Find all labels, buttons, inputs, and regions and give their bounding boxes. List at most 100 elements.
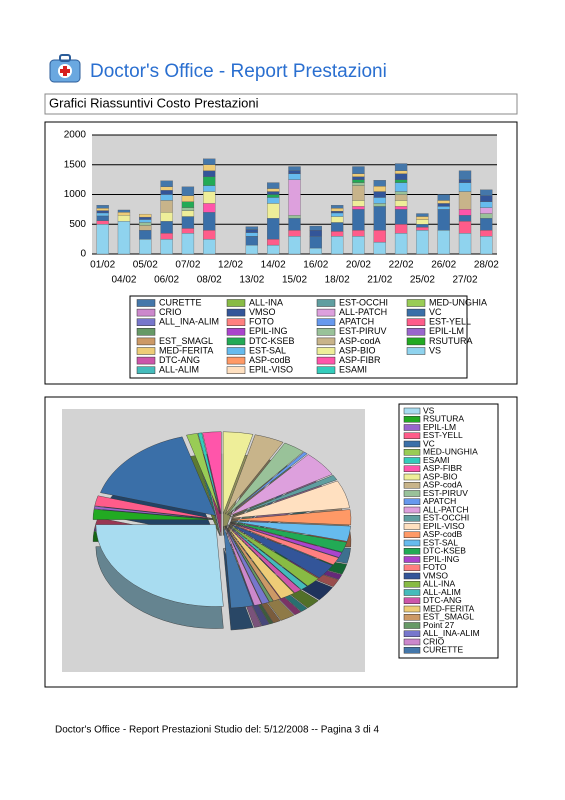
bar-segment (203, 158, 216, 165)
bar-segment (352, 230, 365, 237)
pie-slice (92, 509, 214, 520)
x-tick-label: 22/02 (389, 260, 414, 271)
bar-segment (160, 238, 173, 255)
bar-segment (416, 216, 429, 220)
bar-segment (394, 200, 408, 207)
legend-label: ALL-INA (423, 579, 455, 589)
legend-swatch (316, 366, 336, 374)
bar-segment (245, 229, 259, 233)
legend-label: EPIL-VISO (423, 521, 465, 531)
bar-segment (288, 179, 301, 216)
legend-swatch (226, 318, 246, 326)
pie-slice (100, 436, 216, 516)
bar-segment (139, 238, 152, 255)
bar-segment (245, 226, 259, 230)
bar-segment (394, 163, 408, 171)
pie-slice (229, 474, 338, 518)
bar-segment (352, 179, 365, 183)
legend-swatch (406, 308, 426, 317)
app-icon (49, 54, 81, 83)
bar-segment (458, 179, 472, 183)
x-tick-label: 25/02 (410, 275, 435, 286)
bar-segment (181, 195, 195, 202)
bar-segment (309, 235, 322, 249)
legend-swatch (226, 299, 246, 307)
pie-slice (230, 520, 351, 542)
legend-swatch (316, 328, 336, 336)
legend-swatch (406, 328, 426, 336)
pie-slice (230, 509, 352, 526)
legend-swatch (226, 328, 246, 336)
bar-segment (394, 233, 408, 255)
pie-slice (93, 506, 214, 520)
x-tick-label: 21/02 (367, 275, 392, 286)
bar-segment (480, 213, 493, 219)
legend-swatch (403, 638, 421, 646)
bar-segment (181, 186, 195, 196)
legend-swatch (136, 328, 156, 336)
bar-segment (139, 230, 152, 240)
legend-swatch (316, 337, 336, 346)
legend-label: MED-UNGHIA (429, 297, 487, 307)
bar-segment (267, 197, 280, 204)
legend-label: ALL-ALIM (159, 365, 199, 375)
legend-label: MED-UNGHIA (423, 447, 478, 457)
legend-swatch (406, 337, 426, 346)
legend-label: VS (423, 405, 435, 415)
legend-swatch (403, 531, 421, 538)
bar-segment (373, 186, 386, 192)
bar-segment (288, 215, 301, 219)
bar-segment (160, 221, 173, 234)
legend-swatch (403, 407, 421, 415)
legend-swatch (403, 647, 421, 654)
bar-segment (394, 209, 408, 225)
legend-swatch (403, 449, 421, 456)
bar-segment (267, 218, 280, 240)
legend-label: DTC-ANG (423, 595, 462, 605)
bar-segment (203, 212, 216, 231)
bar-segment (96, 208, 109, 211)
legend-swatch (403, 457, 421, 464)
legend-label: MED-FERITA (423, 603, 475, 613)
legend-label: ALL-PATCH (423, 504, 469, 514)
bar-segment (394, 206, 408, 210)
legend-swatch (403, 630, 421, 637)
pie-slice (227, 524, 302, 594)
legend-swatch (403, 523, 421, 530)
legend-swatch (403, 424, 421, 431)
legend-label: EST_SMAGL (159, 336, 213, 346)
legend-label: APATCH (339, 317, 374, 327)
legend-label: VS (429, 345, 441, 355)
bar-segment (437, 203, 450, 207)
pie-slice (223, 526, 254, 609)
bar-segment (458, 221, 472, 234)
bar-segment (352, 185, 365, 201)
x-tick-label: 27/02 (453, 275, 478, 286)
legend-swatch (403, 482, 421, 489)
legend-swatch (403, 581, 421, 588)
legend-swatch (136, 366, 156, 374)
bar-segment (139, 225, 152, 231)
bar-segment (416, 230, 429, 255)
x-tick-label: 04/02 (111, 275, 136, 286)
bar-segment (181, 228, 195, 234)
legend-label: ASP-codB (423, 529, 463, 539)
legend-label: ASP-codB (249, 355, 291, 365)
legend-label: EST-YELL (429, 317, 471, 327)
bar-segment (139, 219, 152, 223)
legend-swatch (403, 572, 421, 580)
legend-label: EPIL-LM (423, 422, 456, 432)
bar-segment (181, 216, 195, 229)
legend-label: CURETTE (423, 645, 463, 655)
bar-segment (458, 233, 472, 255)
bar-segment (352, 166, 365, 174)
pie-slice (230, 521, 348, 553)
legend-swatch (316, 356, 336, 365)
bar-segment (267, 238, 280, 246)
legend-swatch (403, 498, 421, 505)
legend-swatch (403, 473, 421, 481)
footer: Doctor's Office - Report Prestazioni Stu… (55, 725, 380, 736)
legend-label: APATCH (423, 496, 456, 506)
legend-swatch (403, 506, 421, 514)
bar-segment (160, 180, 173, 187)
